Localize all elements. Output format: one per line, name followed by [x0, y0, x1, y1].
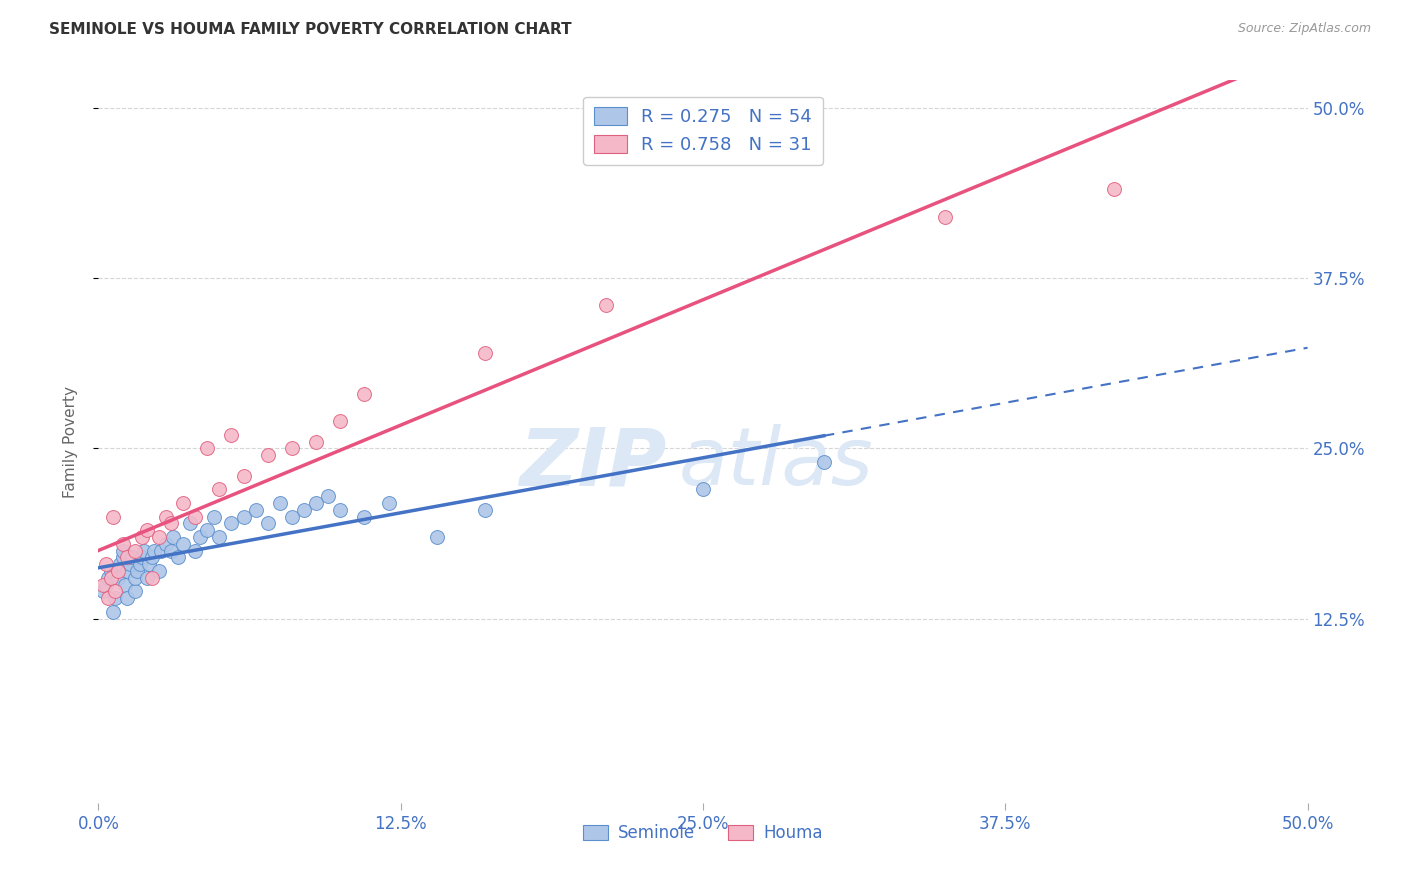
Point	[111, 550, 134, 565]
Point	[184, 509, 207, 524]
Point	[108, 558, 131, 572]
Point	[208, 482, 231, 496]
Point	[118, 558, 141, 572]
Point	[305, 434, 328, 449]
Point	[329, 414, 352, 428]
Point	[595, 298, 617, 312]
Point	[131, 550, 153, 565]
Point	[377, 496, 399, 510]
Point	[97, 591, 120, 606]
Point	[245, 502, 267, 516]
Point	[135, 523, 157, 537]
Point	[131, 530, 153, 544]
Point	[172, 496, 194, 510]
Point	[167, 550, 190, 565]
Point	[150, 543, 173, 558]
Point	[281, 442, 304, 456]
Point	[208, 530, 231, 544]
Point	[813, 455, 835, 469]
Point	[117, 550, 139, 565]
Point	[426, 530, 449, 544]
Point	[107, 564, 129, 578]
Point	[256, 448, 278, 462]
Point	[353, 387, 375, 401]
Point	[101, 509, 124, 524]
Point	[143, 543, 166, 558]
Point	[141, 571, 163, 585]
Point	[692, 482, 714, 496]
Point	[292, 502, 315, 516]
Point	[474, 502, 496, 516]
Point	[155, 509, 177, 524]
Point	[232, 509, 254, 524]
Point	[104, 591, 127, 606]
Point	[221, 427, 243, 442]
Point	[107, 571, 129, 585]
Point	[1102, 182, 1125, 196]
Point	[114, 577, 136, 591]
Point	[281, 509, 304, 524]
Point	[94, 558, 117, 572]
Point	[195, 442, 218, 456]
Point	[316, 489, 339, 503]
Point	[195, 523, 218, 537]
Point	[127, 564, 149, 578]
Point	[138, 558, 160, 572]
Point	[111, 543, 134, 558]
Point	[121, 550, 143, 565]
Text: atlas: atlas	[679, 425, 873, 502]
Point	[104, 584, 127, 599]
Point	[162, 530, 184, 544]
Point	[91, 577, 114, 591]
Point	[148, 564, 170, 578]
Text: Source: ZipAtlas.com: Source: ZipAtlas.com	[1237, 22, 1371, 36]
Point	[221, 516, 243, 531]
Point	[134, 543, 156, 558]
Point	[124, 584, 146, 599]
Point	[269, 496, 291, 510]
Point	[329, 502, 352, 516]
Point	[135, 571, 157, 585]
Point	[204, 509, 226, 524]
Point	[256, 516, 278, 531]
Point	[474, 346, 496, 360]
Point	[100, 571, 122, 585]
Point	[148, 530, 170, 544]
Point	[353, 509, 375, 524]
Point	[141, 550, 163, 565]
Point	[232, 468, 254, 483]
Point	[155, 537, 177, 551]
Point	[94, 577, 117, 591]
Point	[184, 543, 207, 558]
Point	[305, 496, 328, 510]
Point	[101, 605, 124, 619]
Point	[117, 591, 139, 606]
Point	[179, 516, 201, 531]
Text: SEMINOLE VS HOUMA FAMILY POVERTY CORRELATION CHART: SEMINOLE VS HOUMA FAMILY POVERTY CORRELA…	[49, 22, 572, 37]
Point	[111, 537, 134, 551]
Point	[97, 571, 120, 585]
Point	[934, 210, 956, 224]
Text: ZIP: ZIP	[519, 425, 666, 502]
Y-axis label: Family Poverty: Family Poverty	[63, 385, 77, 498]
Point	[172, 537, 194, 551]
Point	[160, 543, 183, 558]
Point	[128, 558, 150, 572]
Point	[188, 530, 211, 544]
Point	[160, 516, 183, 531]
Point	[124, 571, 146, 585]
Point	[100, 564, 122, 578]
Point	[117, 564, 139, 578]
Point	[124, 543, 146, 558]
Legend: Seminole, Houma: Seminole, Houma	[576, 817, 830, 848]
Point	[91, 584, 114, 599]
